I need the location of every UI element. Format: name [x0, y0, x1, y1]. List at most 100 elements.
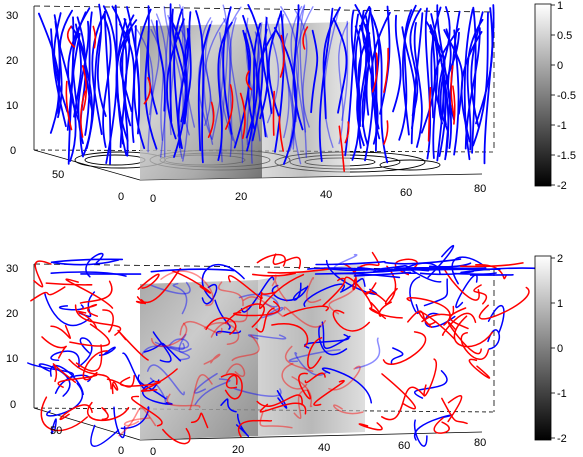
field-line — [80, 90, 86, 138]
x-tick-label: 0 — [150, 193, 156, 205]
field-line — [428, 262, 472, 268]
field-line — [50, 258, 124, 264]
field-line — [119, 28, 133, 113]
field-line — [383, 47, 389, 93]
field-line — [113, 406, 126, 439]
field-line — [120, 406, 150, 430]
field-line — [475, 7, 494, 125]
field-line — [98, 346, 116, 357]
field-line — [50, 28, 67, 128]
field-line — [468, 358, 491, 379]
field-line — [166, 393, 201, 408]
field-line — [155, 20, 166, 112]
field-line — [50, 271, 127, 277]
x-tick-label: 80 — [474, 183, 486, 195]
field-line — [238, 293, 279, 308]
field-line — [179, 26, 190, 136]
field-line — [33, 260, 52, 288]
x-tick-label: 20 — [232, 444, 244, 456]
field-line — [166, 18, 185, 140]
field-line — [390, 347, 404, 365]
field-line — [137, 273, 160, 290]
field-line — [328, 365, 361, 391]
field-line — [148, 19, 160, 116]
field-line — [267, 268, 332, 274]
field-line — [239, 92, 246, 139]
field-line — [277, 17, 290, 139]
field-line — [205, 317, 237, 335]
field-line — [381, 373, 417, 410]
field-line — [242, 14, 259, 139]
field-line — [451, 256, 486, 285]
field-line — [91, 9, 107, 135]
y-tick-label: 50 — [52, 169, 64, 181]
field-line — [150, 268, 235, 273]
field-line — [162, 427, 191, 445]
field-line — [197, 28, 213, 140]
field-line — [321, 321, 351, 349]
field-line — [227, 15, 244, 164]
z-axis: 30 20 10 0 — [6, 10, 18, 157]
field-line — [50, 350, 80, 367]
field-line — [134, 26, 154, 153]
field-line — [256, 253, 286, 267]
field-line — [259, 402, 307, 415]
colorbar-tick-label: -1 — [557, 388, 567, 400]
field-line — [256, 394, 303, 407]
field-line — [103, 10, 112, 165]
colorbar-ramp — [534, 3, 552, 187]
field-line — [395, 267, 478, 270]
field-line — [471, 6, 477, 154]
field-line — [201, 284, 218, 305]
field-line — [180, 32, 191, 123]
field-line — [304, 372, 326, 384]
field-line — [77, 20, 90, 145]
field-line — [298, 372, 312, 400]
field-line — [318, 7, 334, 162]
field-line — [398, 9, 413, 141]
field-line — [302, 26, 309, 50]
field-line — [189, 374, 213, 411]
field-line — [163, 6, 184, 137]
field-line — [293, 389, 308, 420]
x-tick-label: 40 — [318, 442, 330, 454]
field-line — [463, 8, 474, 161]
field-line — [303, 283, 346, 307]
colorbar-tick-label: 0.5 — [557, 30, 572, 42]
field-line — [424, 7, 432, 160]
field-line — [258, 273, 305, 310]
y-tick-label: 50 — [50, 425, 62, 437]
field-line — [455, 274, 478, 309]
colorbar: 1 0.5 0 -0.5 -1 -1.5 -2 — [534, 0, 576, 192]
field-line — [52, 259, 120, 266]
field-line — [79, 280, 113, 304]
field-line — [292, 282, 308, 301]
field-line — [332, 309, 371, 332]
field-line — [123, 417, 151, 427]
field-line — [291, 6, 314, 165]
field-line — [310, 29, 319, 114]
field-line — [278, 115, 284, 152]
field-line — [114, 4, 128, 157]
field-line — [181, 12, 189, 162]
field-line — [280, 6, 299, 146]
field-line — [427, 86, 432, 142]
field-line — [229, 17, 237, 157]
field-line — [332, 17, 348, 114]
field-line — [237, 419, 273, 438]
field-line — [256, 22, 268, 138]
field-line — [338, 125, 345, 172]
field-line — [50, 324, 71, 339]
field-line — [406, 296, 451, 326]
x-axis: 0 20 40 60 80 — [150, 437, 486, 457]
field-line — [146, 364, 185, 396]
field-line — [84, 11, 93, 136]
z-tick-label: 20 — [6, 55, 18, 67]
field-line — [118, 407, 157, 437]
field-line — [53, 12, 69, 113]
field-line — [65, 278, 114, 309]
x-tick-label: 0 — [150, 446, 156, 457]
z-tick-label: 10 — [6, 100, 18, 112]
field-line — [423, 278, 449, 307]
field-line — [447, 395, 463, 423]
